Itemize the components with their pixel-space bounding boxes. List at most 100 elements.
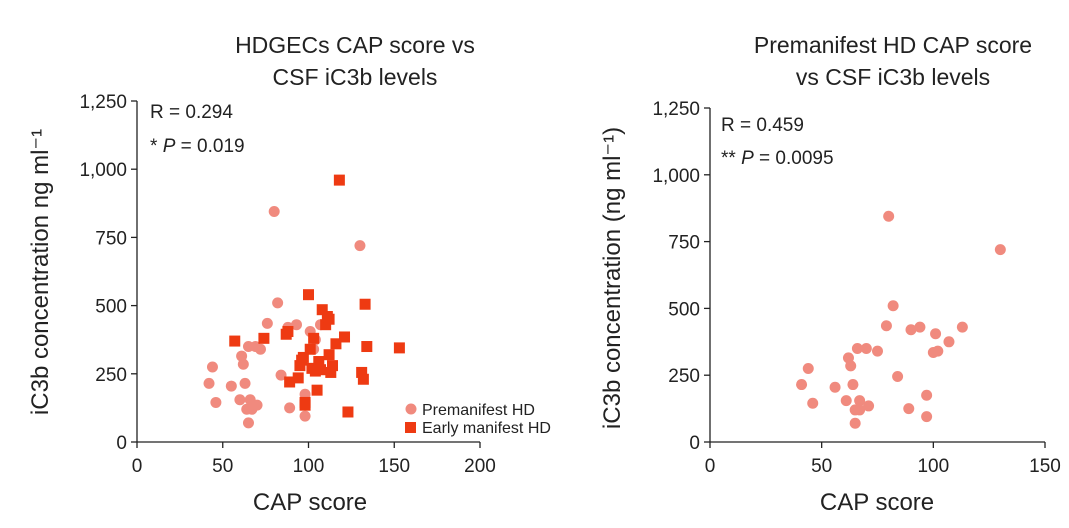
data-point-premanifest xyxy=(206,361,218,373)
data-point-premanifest xyxy=(854,404,866,416)
data-points-right xyxy=(796,210,1006,429)
data-point-premanifest xyxy=(261,317,273,329)
data-point-early-manifest xyxy=(313,356,325,368)
data-point-early-manifest xyxy=(330,338,342,350)
y-tick-label: 1,000 xyxy=(652,166,700,187)
data-point-premanifest xyxy=(845,360,857,372)
data-point-premanifest xyxy=(239,377,251,389)
data-point-premanifest xyxy=(802,363,814,375)
data-point-premanifest xyxy=(354,240,366,252)
data-point-premanifest xyxy=(956,321,968,333)
x-tick-label: 0 xyxy=(132,456,143,477)
chart-title-line-1: Premanifest HD CAP score xyxy=(754,32,1032,58)
y-tick-label: 750 xyxy=(668,233,700,254)
data-point-premanifest xyxy=(863,400,875,412)
x-tick-label: 100 xyxy=(293,456,325,477)
data-point-early-manifest xyxy=(361,341,373,353)
data-point-early-manifest xyxy=(393,342,405,354)
data-point-early-manifest xyxy=(327,360,339,372)
data-point-premanifest xyxy=(887,300,899,312)
data-point-early-manifest xyxy=(323,313,335,325)
data-point-premanifest xyxy=(943,336,955,348)
data-point-early-manifest xyxy=(357,373,369,385)
data-point-premanifest xyxy=(275,369,287,381)
y-tick-label: 1,250 xyxy=(652,99,700,120)
data-point-premanifest xyxy=(847,379,859,391)
data-point-premanifest xyxy=(796,379,808,391)
data-point-early-manifest xyxy=(339,331,351,343)
data-point-early-manifest xyxy=(304,343,316,355)
r-value: R = 0.459 xyxy=(721,115,804,136)
legend-marker-early xyxy=(405,422,416,433)
data-point-early-manifest xyxy=(229,335,241,347)
data-point-premanifest xyxy=(914,321,926,333)
data-point-early-manifest xyxy=(299,396,311,408)
data-point-early-manifest xyxy=(325,366,337,378)
data-point-early-manifest xyxy=(292,372,304,384)
chart-title-line-2: vs CSF iC3b levels xyxy=(796,64,990,90)
y-tick-label: 1,250 xyxy=(79,92,127,113)
data-points-left xyxy=(203,174,405,429)
data-point-premanifest xyxy=(284,402,296,414)
data-point-premanifest xyxy=(883,210,895,222)
data-point-premanifest xyxy=(840,395,852,407)
data-point-premanifest xyxy=(872,345,883,357)
data-point-premanifest xyxy=(807,397,819,409)
data-point-early-manifest xyxy=(308,332,320,344)
y-axis-label: iC3b concentration (ng ml⁻¹) xyxy=(599,127,626,429)
data-point-premanifest xyxy=(236,350,248,362)
data-point-early-manifest xyxy=(333,174,345,186)
x-tick-label: 100 xyxy=(917,456,949,477)
data-point-premanifest xyxy=(851,342,863,354)
legend: Premanifest HD Early manifest HD xyxy=(405,402,551,437)
y-tick-label: 250 xyxy=(95,365,127,386)
data-point-premanifest xyxy=(892,371,904,383)
x-axis-label: CAP score xyxy=(820,489,934,516)
y-tick-label: 1,000 xyxy=(79,160,127,181)
chart-title-line-1: HDGECs CAP score vs xyxy=(235,32,475,58)
x-tick-label: 150 xyxy=(378,456,410,477)
data-point-premanifest xyxy=(251,399,263,411)
data-point-premanifest xyxy=(932,345,944,357)
chart-left: HDGECs CAP score vs CSF iC3b levels iC3b… xyxy=(27,32,551,516)
y-tick-label: 250 xyxy=(668,366,700,387)
p-value: ** P = 0.0095 xyxy=(721,148,834,169)
data-point-premanifest xyxy=(254,343,266,355)
data-point-premanifest xyxy=(290,319,302,331)
data-point-early-manifest xyxy=(311,384,323,396)
x-tick-label: 200 xyxy=(464,456,496,477)
data-point-premanifest xyxy=(268,205,280,217)
data-point-premanifest xyxy=(225,380,237,392)
y-tick-label: 0 xyxy=(116,433,127,454)
x-tick-label: 50 xyxy=(811,456,832,477)
data-point-early-manifest xyxy=(356,366,368,378)
x-axis-label: CAP score xyxy=(253,489,367,516)
data-point-early-manifest xyxy=(342,406,354,418)
data-point-premanifest xyxy=(237,358,249,370)
data-point-early-manifest xyxy=(282,326,294,338)
y-tick-label: 750 xyxy=(95,228,127,249)
legend-marker-premanifest xyxy=(405,403,417,415)
data-point-premanifest xyxy=(994,244,1006,256)
p-value: * P = 0.019 xyxy=(150,136,245,157)
chart-right: Premanifest HD CAP score vs CSF iC3b lev… xyxy=(599,32,1061,516)
data-point-premanifest xyxy=(930,328,942,340)
y-axis-label: iC3b concentration ng ml⁻¹ xyxy=(27,129,54,415)
data-point-premanifest xyxy=(849,417,861,429)
data-point-early-manifest xyxy=(359,298,371,310)
data-point-premanifest xyxy=(921,389,933,401)
axes-right: 0 50 100 150 0 250 500 750 1,000 1,250 xyxy=(652,99,1060,477)
data-point-early-manifest xyxy=(323,349,335,361)
data-point-premanifest xyxy=(234,394,246,406)
data-point-early-manifest xyxy=(315,364,327,376)
x-tick-label: 50 xyxy=(212,456,233,477)
data-point-premanifest xyxy=(905,324,917,336)
data-point-premanifest xyxy=(242,417,254,429)
y-tick-label: 500 xyxy=(668,299,700,320)
x-tick-label: 0 xyxy=(705,456,716,477)
legend-label-premanifest: Premanifest HD xyxy=(422,402,535,419)
data-point-premanifest xyxy=(299,410,311,422)
data-point-premanifest xyxy=(203,377,215,389)
data-point-premanifest xyxy=(854,395,866,407)
